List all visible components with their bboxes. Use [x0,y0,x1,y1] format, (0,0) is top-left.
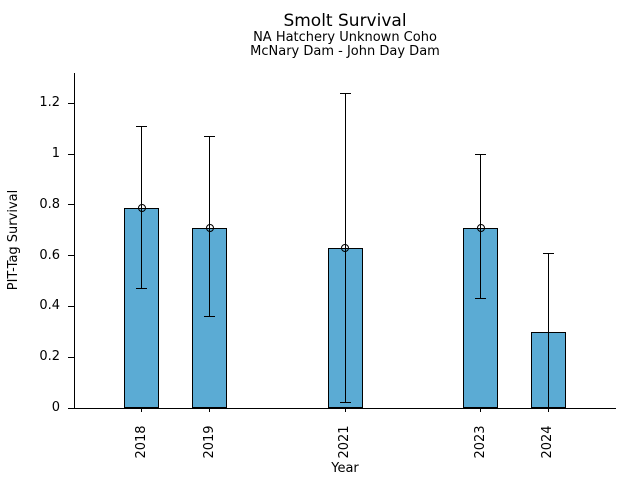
chart-title: Smolt Survival [283,11,407,31]
error-cap-upper-2024 [542,252,554,254]
error-cap-lower-2018 [136,288,148,290]
x-tick-2021 [344,408,346,412]
y-tick-1.2 [68,102,74,104]
y-axis-label: PIT-Tag Survival [6,189,21,291]
x-tick-2019 [209,408,210,412]
chart-subtitle-reach: McNary Dam - John Day Dam [250,44,440,59]
y-tick-label-0.2: 0.2 [39,349,60,365]
y-tick-1 [68,153,74,155]
y-tick-label-1: 1 [51,146,60,162]
x-tick-label-2023: 2023 [472,425,488,459]
plot-area: PIT-Tag Survival Year 0 0.2 0.4 0.6 0.8 1 1.2 2… [6,73,616,476]
y-tick-label-0.6: 0.6 [39,247,60,263]
chart-subtitle-population: NA Hatchery Unknown Coho [253,30,437,45]
x-tick-label-2021: 2021 [337,425,352,459]
x-tick-label-2019: 2019 [201,425,217,459]
y-tick-label-0.8: 0.8 [39,196,60,212]
y-tick-0.6 [68,255,74,257]
x-tick-label-2018: 2018 [133,425,149,459]
error-cap-upper-2021 [339,92,351,94]
y-tick-0.2 [68,356,74,358]
point-marker-2019 [205,223,214,232]
error-cap-upper-2023 [475,153,486,155]
x-tick-2018 [141,408,143,412]
error-bar-2024 [547,253,549,408]
error-cap-lower-2021 [339,402,351,404]
x-tick-label-2024: 2024 [540,425,556,459]
x-tick-2023 [480,408,481,412]
point-marker-2021 [341,244,349,253]
y-tick-0.8 [68,204,74,206]
y-tick-0.4 [68,305,74,307]
x-axis-label: Year [331,461,359,476]
y-tick-label-0: 0 [51,400,60,415]
y-tick-label-0.4: 0.4 [39,298,60,314]
y-tick-0 [68,407,74,409]
error-cap-upper-2019 [204,135,215,137]
point-marker-2023 [476,223,485,232]
error-cap-upper-2018 [136,125,148,127]
y-axis-spine [74,73,75,409]
point-marker-2018 [137,203,146,212]
error-cap-lower-2019 [204,316,215,318]
error-cap-lower-2023 [475,298,486,300]
x-tick-2024 [547,408,549,412]
y-tick-label-1.2: 1.2 [39,95,60,111]
